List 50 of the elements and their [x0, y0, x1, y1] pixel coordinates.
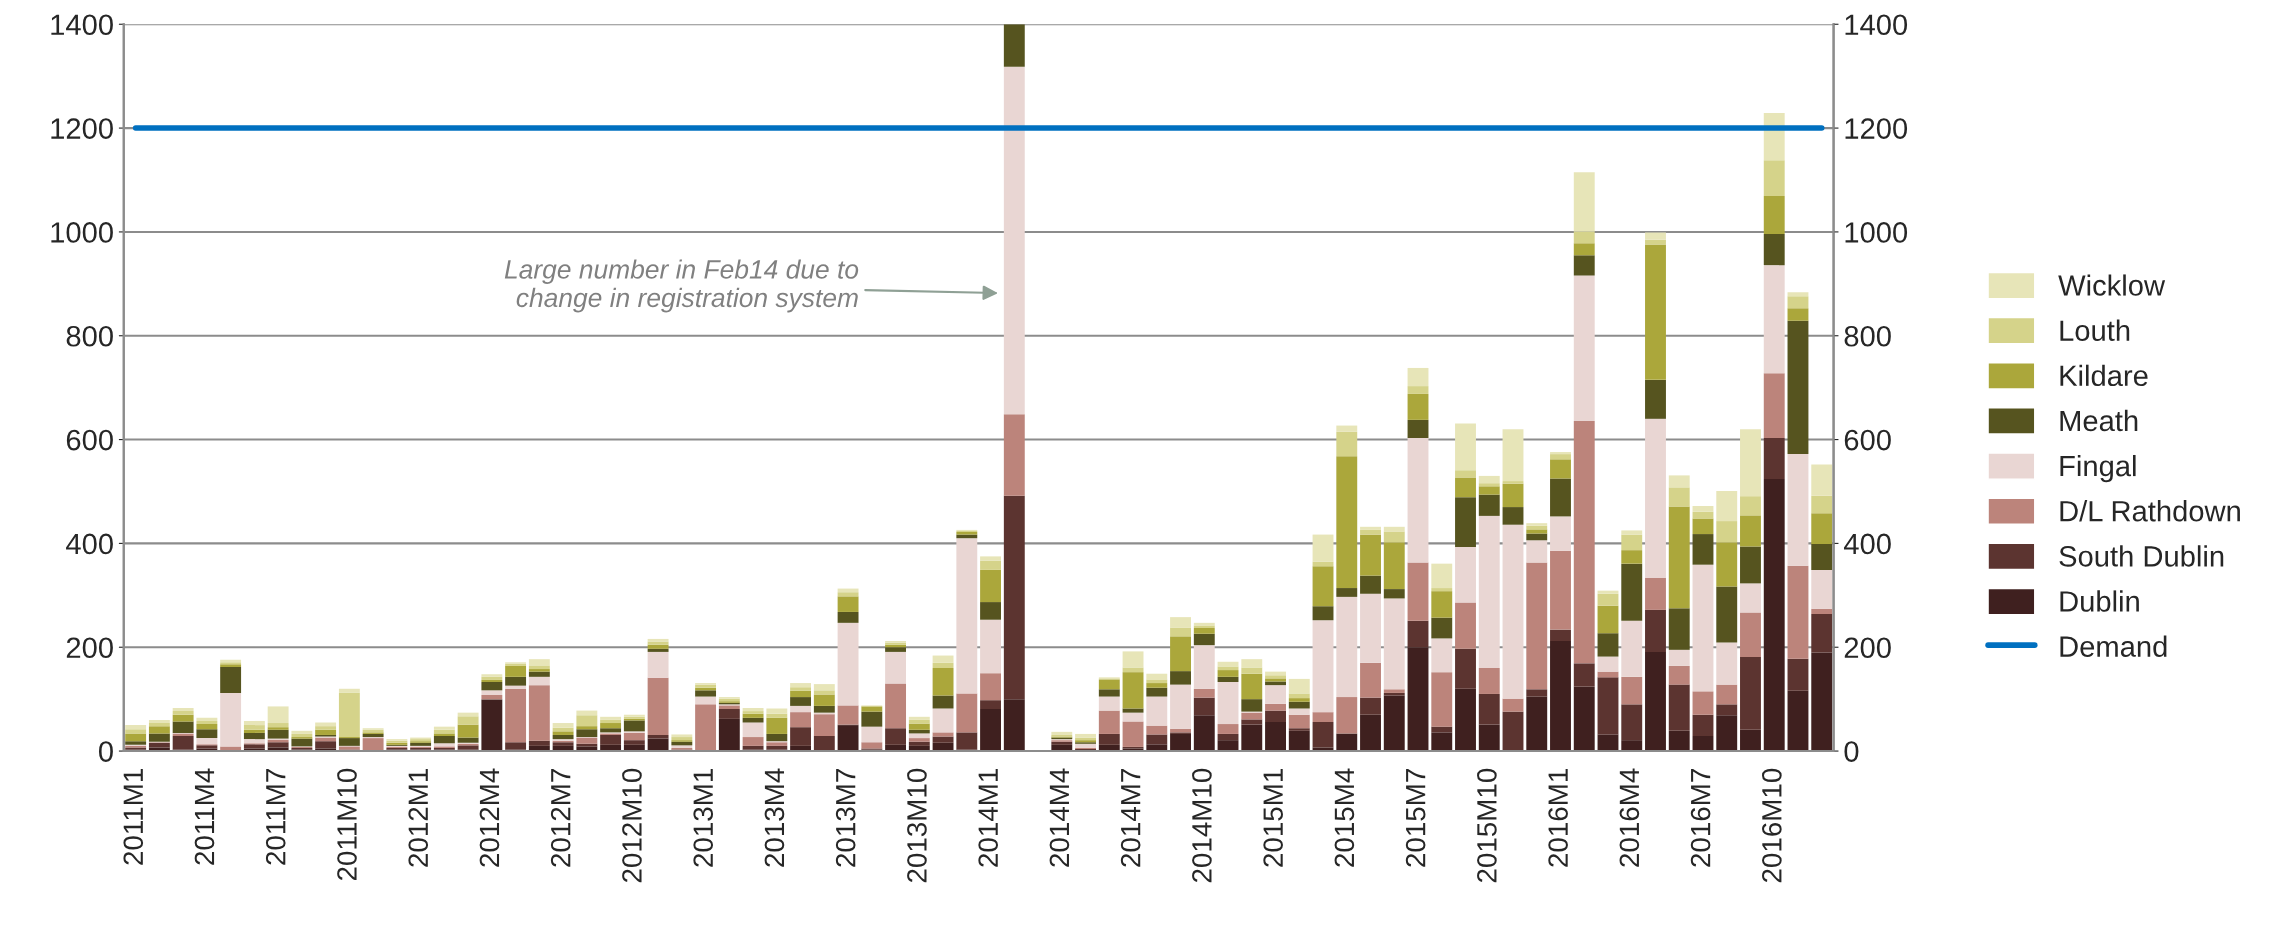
x-tick-label: 2011M4 [194, 768, 215, 865]
x-tick-label: 2016M1 [1548, 769, 1568, 867]
x-tick-label: 2014M4 [1049, 768, 1070, 867]
y2-tick-label: 0 [1844, 741, 1859, 762]
x-tick-label: 2013M7 [835, 769, 856, 867]
x-tick-label: 2014M7 [1120, 769, 1141, 867]
x-tick-label: 2015M10 [1477, 768, 1497, 883]
x-tick-label: 2012M1 [408, 769, 429, 867]
y2-tick-label: 400 [1843, 533, 1891, 555]
legend-label: Meath [2060, 409, 2138, 432]
x-tick-label: 2015M7 [1405, 769, 1426, 867]
y-tick-label: 1000 [51, 222, 113, 243]
y2-tick-label: 800 [1844, 325, 1891, 347]
y2-tick-label: 1200 [1845, 118, 1908, 139]
x-tick-label: 2015M4 [1334, 768, 1355, 867]
legend-label: Wicklow [2058, 274, 2166, 296]
x-tick-label: 2013M4 [764, 768, 785, 867]
x-tick-label: 2011M10 [337, 768, 357, 881]
x-tick-label: 2011M7 [265, 769, 286, 865]
legend-label: Demand [2060, 635, 2167, 657]
y-tick-label: 400 [66, 533, 113, 555]
y-tick-label: 1200 [51, 118, 113, 139]
x-tick-label: 2011M1 [123, 769, 144, 865]
y2-tick-label: 1400 [1845, 14, 1908, 36]
y-tick-label: 0 [98, 741, 113, 762]
legend-label: Dublin [2060, 590, 2139, 612]
annotation: Large number in Feb14 due to change in registration system [504, 259, 859, 313]
legend-label: Fingal [2060, 454, 2136, 483]
x-tick-label: 2012M4 [479, 768, 500, 867]
legend-label: D/L Rathdown [2060, 500, 2240, 522]
y2-tick-label: 1000 [1845, 222, 1908, 243]
y2-tick-label: 600 [1844, 429, 1891, 451]
legend-label: Kildare [2060, 364, 2148, 387]
y-tick-label: 600 [66, 429, 113, 451]
y2-tick-label: 200 [1844, 637, 1891, 659]
x-tick-label: 2015M1 [1263, 769, 1283, 867]
x-tick-label: 2014M1 [978, 769, 999, 867]
x-tick-label: 2013M1 [693, 769, 714, 867]
x-tick-label: 2016M4 [1619, 768, 1640, 867]
x-tick-label: 2016M7 [1690, 769, 1711, 867]
x-tick-label: 2014M10 [1192, 768, 1212, 883]
x-tick-label: 2016M10 [1762, 768, 1782, 883]
x-tick-label: 2012M10 [622, 768, 642, 883]
x-tick-label: 2012M7 [550, 769, 571, 867]
y-tick-label: 1400 [51, 14, 113, 36]
y-tick-label: 800 [66, 325, 113, 347]
x-tick-label: 2013M10 [907, 768, 927, 883]
legend-label: South Dublin [2059, 545, 2224, 567]
y-tick-label: 200 [66, 637, 113, 659]
legend-label: Louth [2060, 319, 2130, 341]
